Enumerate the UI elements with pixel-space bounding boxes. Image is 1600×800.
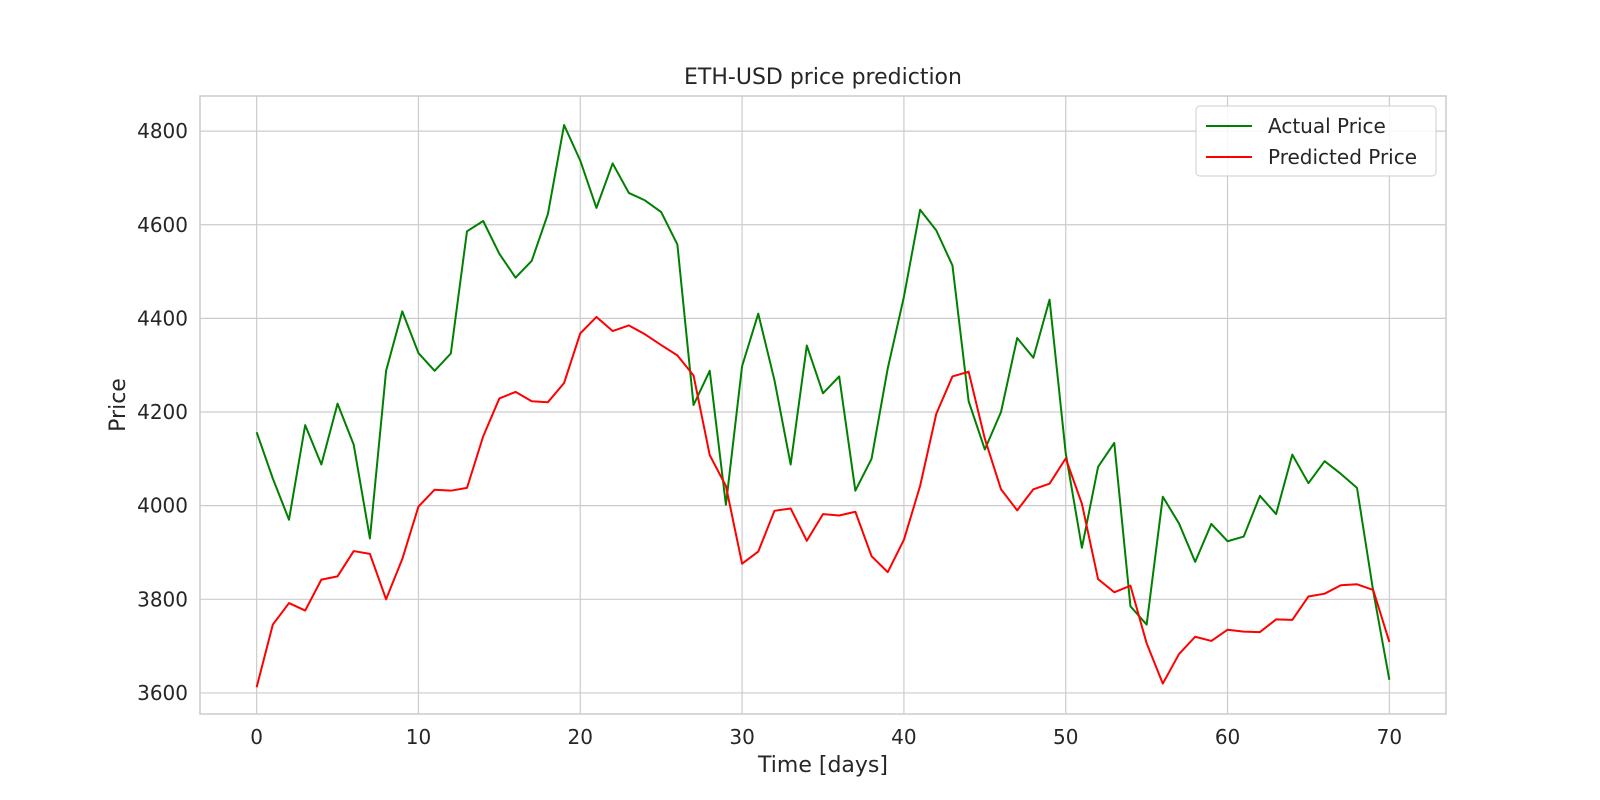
y-tick-labels: 3600 3800 4000 4200 4400 4600 4800 [137,119,188,705]
legend-label-predicted-price: Predicted Price [1268,145,1417,169]
y-tick-label: 4000 [137,494,188,518]
x-tick-label: 0 [250,725,263,749]
x-axis-label: Time [days] [757,753,888,778]
y-tick-label: 4400 [137,306,188,330]
legend-box [1195,105,1437,177]
legend: Actual Price Predicted Price [1195,105,1437,177]
y-tick-label: 3800 [137,587,188,611]
grid-lines [200,96,1446,714]
x-tick-label: 50 [1053,725,1078,749]
x-tick-labels: 0 10 20 30 40 50 60 70 [250,725,1402,749]
series-line-actual-price [255,124,1391,680]
legend-label-actual-price: Actual Price [1268,114,1386,138]
series-lines [255,124,1391,688]
x-tick-label: 60 [1215,725,1240,749]
x-tick-label: 10 [406,725,431,749]
x-tick-label: 70 [1377,725,1402,749]
x-tick-label: 30 [729,725,754,749]
series-line-predicted-price [255,315,1391,688]
y-tick-label: 4600 [137,213,188,237]
x-tick-label: 20 [568,725,593,749]
chart-title: ETH-USD price prediction [684,65,962,90]
y-tick-label: 3600 [137,681,188,705]
y-axis-label: Price [106,378,131,432]
y-tick-label: 4200 [137,400,188,424]
y-tick-label: 4800 [137,119,188,143]
x-tick-label: 40 [891,725,916,749]
plot-frame [199,95,1447,715]
